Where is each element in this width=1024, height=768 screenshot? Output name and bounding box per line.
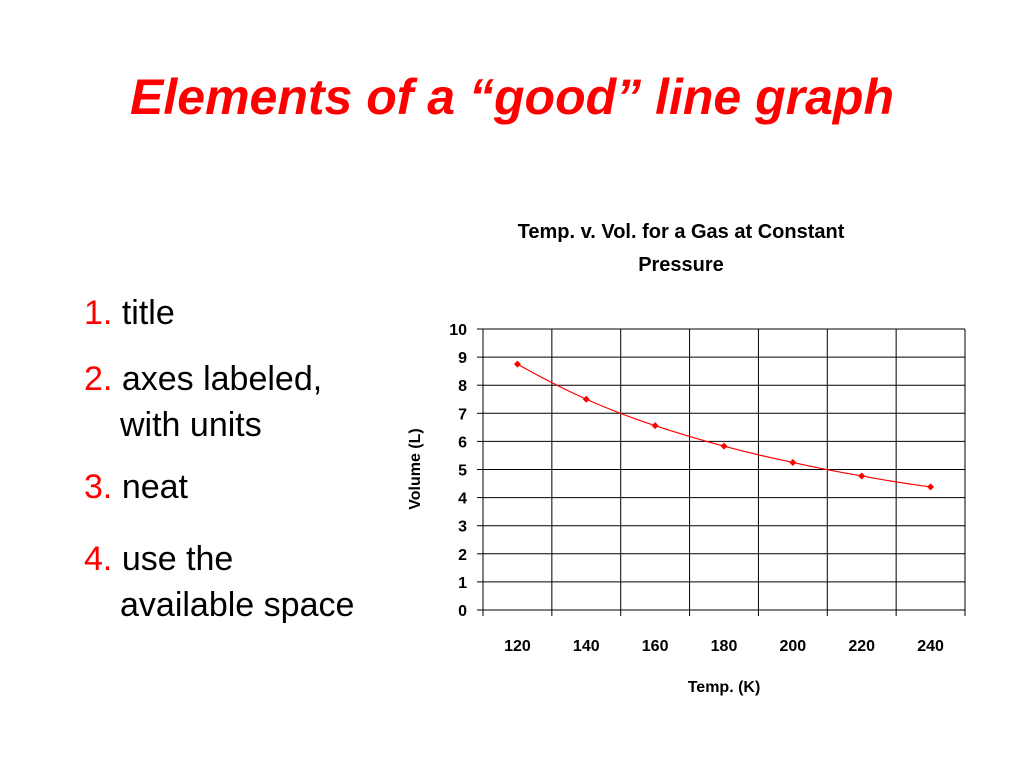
chart-title-line-2: Pressure (638, 254, 724, 276)
list-number: 4. (84, 540, 113, 578)
list-text: use the (121, 540, 234, 578)
y-tick-label: 7 (458, 406, 467, 423)
data-point (858, 472, 866, 480)
list-item: 2. axes labeled, with units (84, 356, 322, 448)
x-tick-label: 120 (504, 638, 531, 655)
x-tick-label: 220 (848, 638, 875, 655)
list-item: 4. use the available space (84, 536, 354, 628)
data-point (789, 458, 797, 466)
x-tick-label: 180 (711, 638, 738, 655)
y-tick-label: 9 (458, 350, 467, 367)
axes: 0 1 2 3 4 5 6 7 8 9 10 120 140 160 180 200 220 240 (449, 322, 944, 655)
list-number: 2. (84, 360, 113, 398)
x-tick-label: 160 (642, 638, 669, 655)
data-point (720, 442, 728, 450)
list-text-continued: with units (120, 406, 262, 444)
y-tick-label: 8 (458, 378, 467, 395)
list-text-continued: available space (120, 586, 355, 624)
series-line (517, 363, 931, 488)
x-tick-label: 240 (917, 638, 944, 655)
y-tick-label: 3 (458, 519, 467, 536)
slide-title: Elements of a “good” line graph (130, 69, 894, 125)
plot-area (482, 328, 966, 616)
y-tick-label: 5 (458, 463, 467, 480)
x-axis-label: Temp. (K) (688, 679, 761, 696)
list-text: axes labeled, (121, 360, 323, 398)
data-point (927, 483, 935, 491)
x-tick-label: 140 (573, 638, 600, 655)
y-axis-label: Volume (L) (407, 428, 424, 509)
list-item: 3. neat (84, 464, 188, 510)
list-item: 1. title (84, 290, 175, 336)
y-tick-label: 0 (458, 603, 467, 620)
data-point (651, 422, 659, 430)
x-tick-label: 200 (780, 638, 807, 655)
list-text: neat (121, 468, 188, 506)
list-text: title (121, 294, 175, 332)
y-tick-label: 4 (458, 491, 467, 508)
y-tick-label: 2 (458, 547, 467, 564)
data-point (513, 360, 521, 368)
y-tick-label: 1 (458, 575, 467, 592)
list-number: 1. (84, 294, 113, 332)
data-point (582, 395, 590, 403)
y-tick-label: 6 (458, 434, 467, 451)
y-tick-label: 10 (449, 322, 467, 339)
chart-title-line-1: Temp. v. Vol. for a Gas at Constant (518, 221, 845, 243)
series-volume (513, 360, 935, 491)
list-number: 3. (84, 468, 113, 506)
